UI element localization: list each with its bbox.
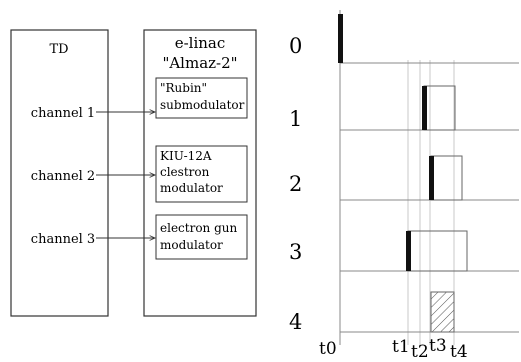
td-channel-2: channel 2 (31, 169, 95, 184)
td-box: TD channel 1 channel 2 channel 3 (10, 29, 109, 317)
module-2-line-2: clestron (160, 165, 210, 179)
pulse-row-0 (338, 14, 343, 63)
module-1-line-2: submodulator (160, 98, 245, 112)
td-channel-3: channel 3 (31, 232, 95, 247)
linac-title-line-2: "Almaz-2" (162, 54, 237, 72)
electron-gun-modulator-box: electron gun modulator (155, 214, 248, 260)
time-label-t3: t3 (429, 336, 447, 356)
time-label-t1: t1 (392, 337, 410, 357)
row-label-0: 0 (289, 34, 302, 58)
module-2-line-3: modulator (160, 181, 223, 195)
td-title: TD (49, 42, 68, 57)
time-label-t0: t0 (319, 339, 337, 358)
pulse-row-2 (429, 155, 463, 201)
row-label-4: 4 (289, 310, 302, 334)
pulse-row-1 (422, 85, 456, 131)
td-channel-1: channel 1 (31, 106, 95, 121)
kiu-clestron-modulator-box: KIU-12A clestron modulator (155, 145, 248, 203)
time-label-t2: t2 (411, 342, 429, 358)
row-label-1: 1 (289, 107, 302, 131)
timing-diagram: 0 1 2 3 4 t0 t1 t2 t3 t4 (289, 10, 519, 362)
rubin-submodulator-box: "Rubin" submodulator (155, 77, 248, 119)
pulse-row-4-hatched (430, 291, 455, 333)
module-2-line-1: KIU-12A (160, 149, 212, 163)
module-3-line-1: electron gun (160, 221, 237, 235)
module-3-line-2: modulator (160, 238, 223, 252)
module-1-line-1: "Rubin" (160, 81, 207, 95)
row-label-3: 3 (289, 240, 302, 264)
row-label-2: 2 (289, 172, 302, 196)
pulse-row-3 (406, 230, 468, 272)
channel-arrows (96, 112, 155, 238)
linac-title-line-1: e-linac (175, 34, 226, 52)
linac-box: e-linac "Almaz-2" "Rubin" submodulator K… (143, 29, 257, 317)
time-label-t4: t4 (450, 342, 468, 358)
